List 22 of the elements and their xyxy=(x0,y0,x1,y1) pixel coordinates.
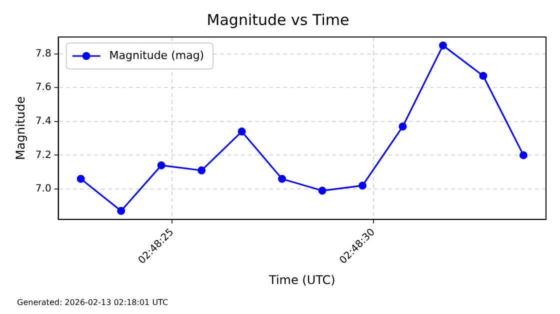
point xyxy=(76,174,85,183)
x-axis-title: Time (UTC) xyxy=(268,272,336,287)
point xyxy=(438,41,447,50)
point xyxy=(198,166,206,174)
chart-title: Magnitude vs Time xyxy=(206,10,350,29)
text: Generated: 2026-02-13 02:18:01 UTC xyxy=(17,298,168,307)
legend-label: Magnitude (mag) xyxy=(109,48,204,62)
y-tick-label: 7.0 xyxy=(35,184,52,195)
y-axis-title: Magnitude xyxy=(13,96,28,160)
point xyxy=(398,122,407,130)
point xyxy=(278,174,286,183)
point xyxy=(358,182,367,190)
y-tick-label: 7.6 xyxy=(35,82,52,94)
point xyxy=(117,206,126,215)
point xyxy=(238,128,246,136)
point xyxy=(519,151,528,160)
y-tick-label: 7.2 xyxy=(35,150,52,161)
point xyxy=(157,161,166,170)
y-tick-label: 7.4 xyxy=(35,116,52,128)
point xyxy=(479,72,488,80)
y-tick-label: 7.8 xyxy=(35,48,52,60)
point xyxy=(318,186,326,195)
